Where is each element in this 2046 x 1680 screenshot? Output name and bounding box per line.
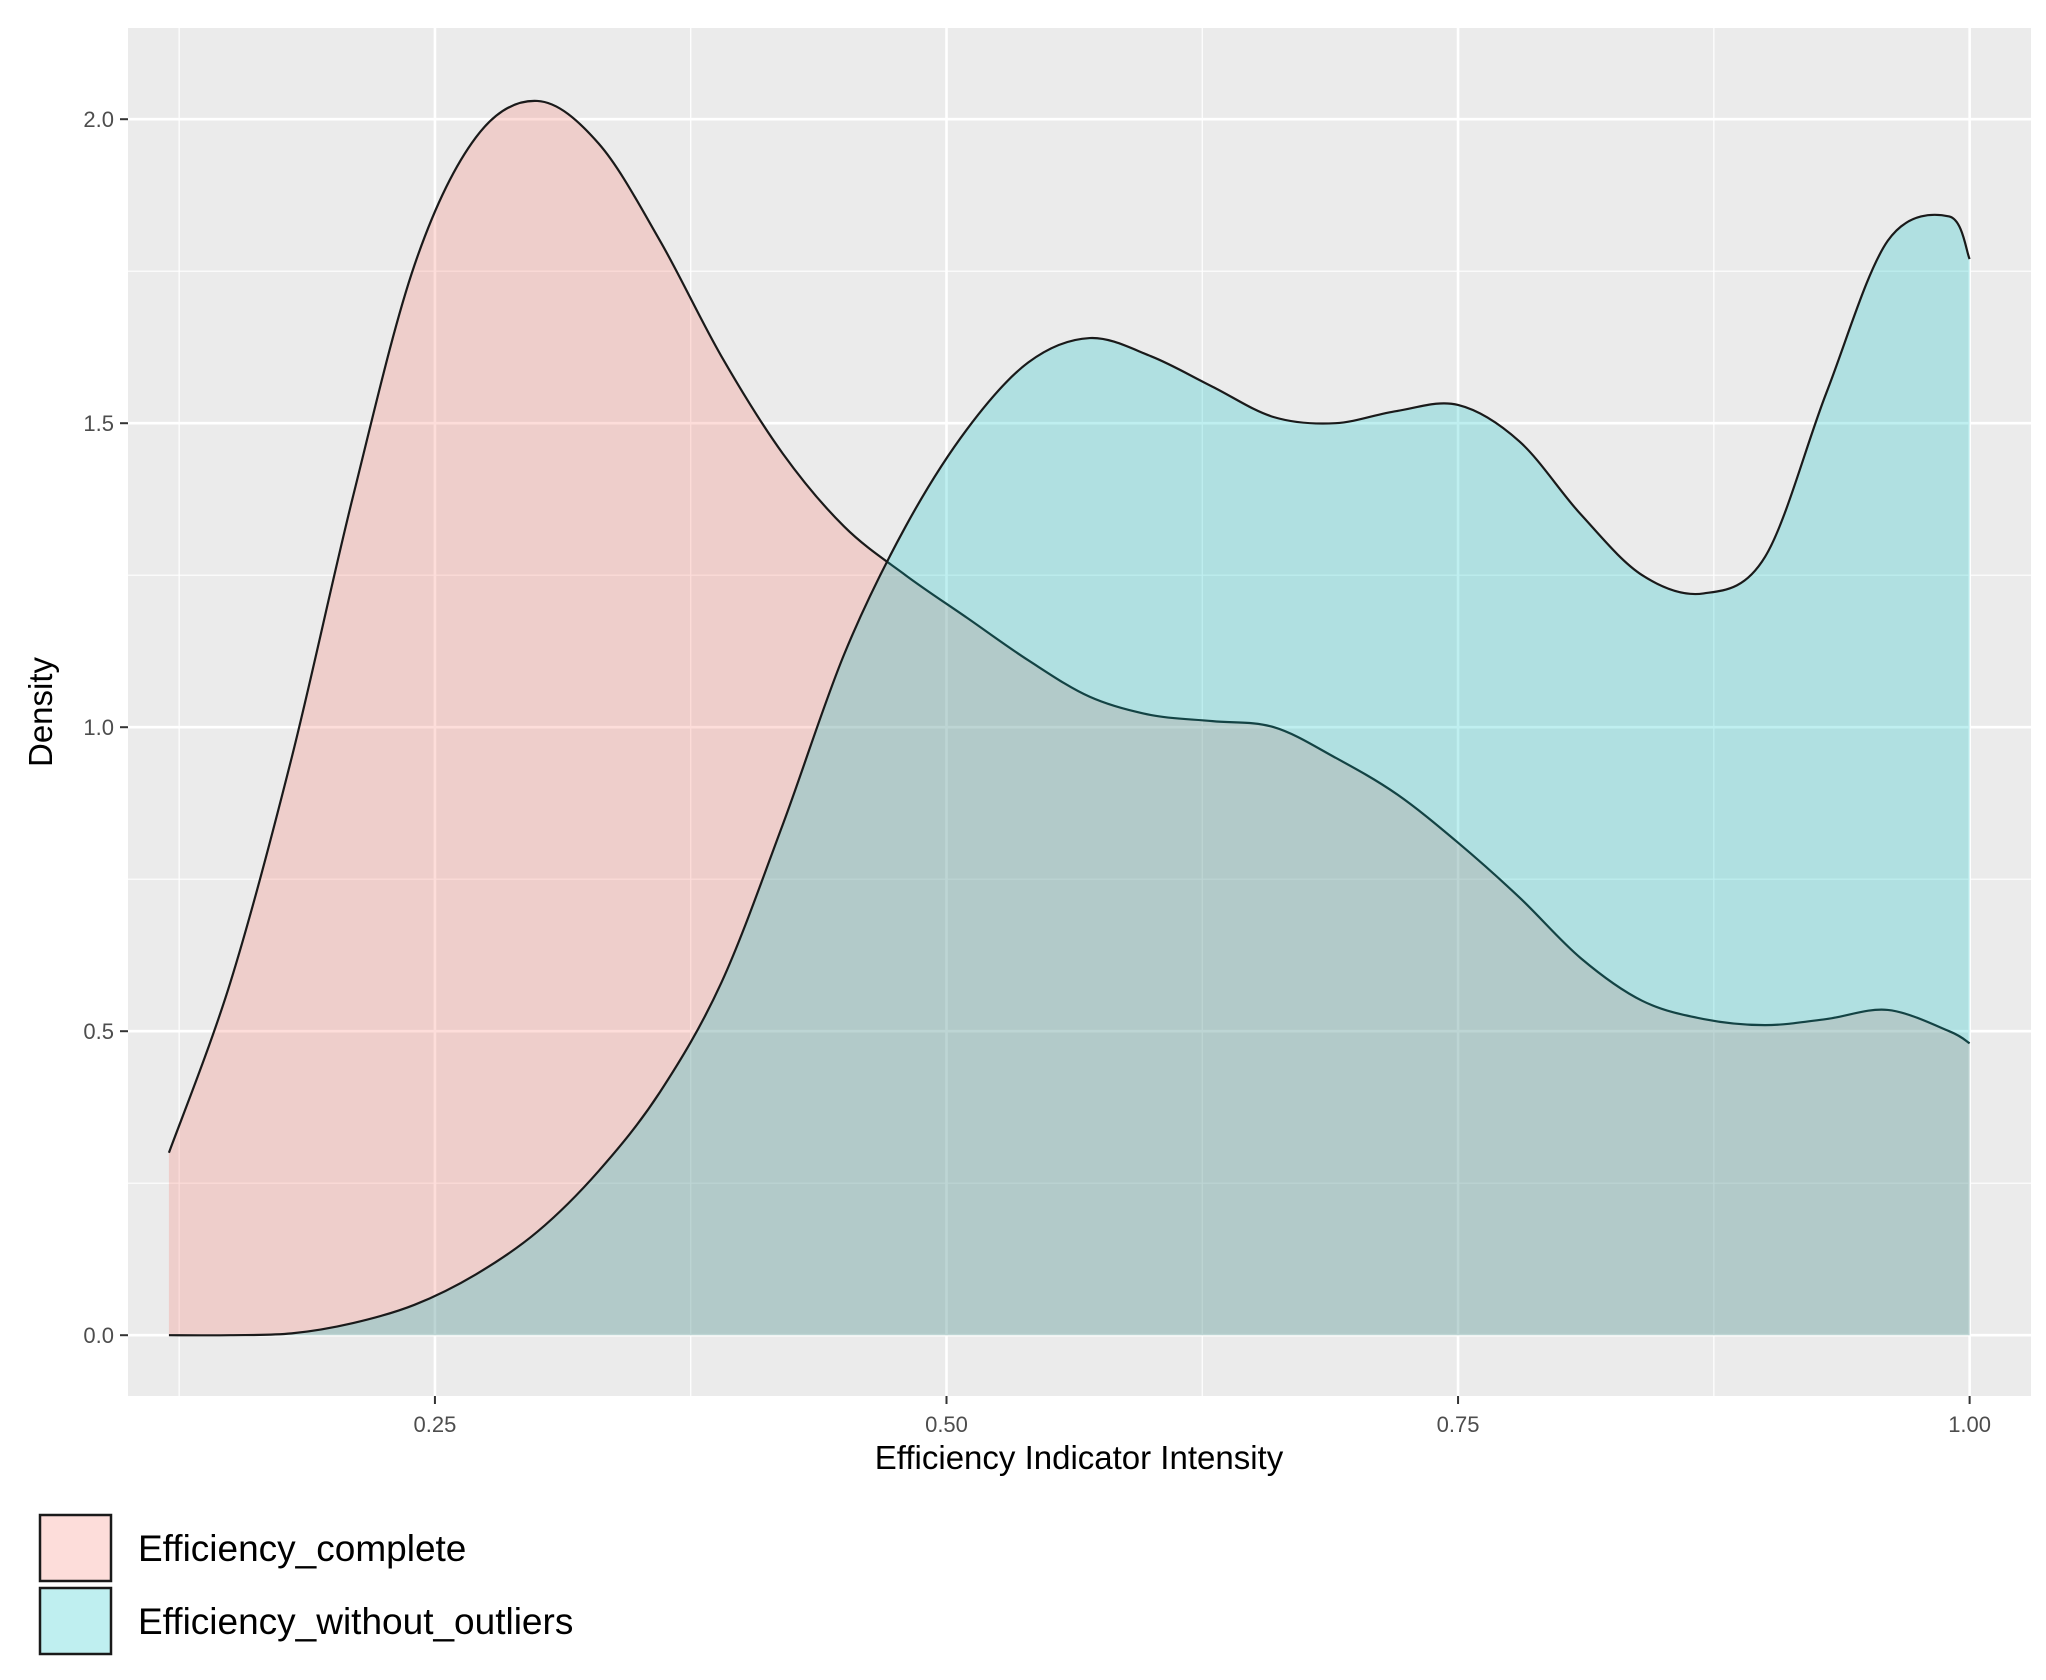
y-tick-label: 0.0: [83, 1323, 114, 1348]
x-tick-label: 0.25: [414, 1412, 457, 1437]
legend-swatch-efficiency-complete: [38, 1513, 113, 1583]
legend: Efficiency_complete Efficiency_without_ou…: [38, 1513, 573, 1656]
legend-label-efficiency-complete: Efficiency_complete: [138, 1528, 466, 1569]
x-axis-title: Efficiency Indicator Intensity: [875, 1439, 1284, 1476]
x-tick-label: 0.75: [1437, 1412, 1480, 1437]
x-tick-label: 1.00: [1948, 1412, 1991, 1437]
y-axis-title: Density: [22, 656, 59, 767]
density-area-efficiency-without-outliers: [168, 214, 1970, 1336]
x-tick-label: 0.50: [925, 1412, 968, 1437]
density-outline-efficiency-complete: [167, 99, 1971, 1154]
legend-key-background: [38, 1586, 113, 1656]
y-tick-label: 0.5: [83, 1019, 114, 1044]
y-tick-label: 1.0: [83, 715, 114, 740]
density-outline-efficiency-without-outliers: [168, 213, 1971, 1337]
y-tick-label: 1.5: [83, 411, 114, 436]
y-tick-label: 2.0: [83, 107, 114, 132]
legend-label-efficiency-without-outliers: Efficiency_without_outliers: [138, 1601, 573, 1642]
major-gridlines: [128, 28, 2031, 1396]
minor-gridlines: [128, 28, 2031, 1396]
x-axis: 0.25 0.50 0.75 1.00: [414, 1396, 1991, 1437]
y-axis: 0.0 0.5 1.0 1.5 2.0: [83, 107, 128, 1348]
legend-key-background: [38, 1513, 113, 1583]
legend-swatch-efficiency-without-outliers: [38, 1586, 113, 1656]
density-area-efficiency-complete: [168, 100, 1970, 1336]
density-series: [167, 99, 1971, 1337]
